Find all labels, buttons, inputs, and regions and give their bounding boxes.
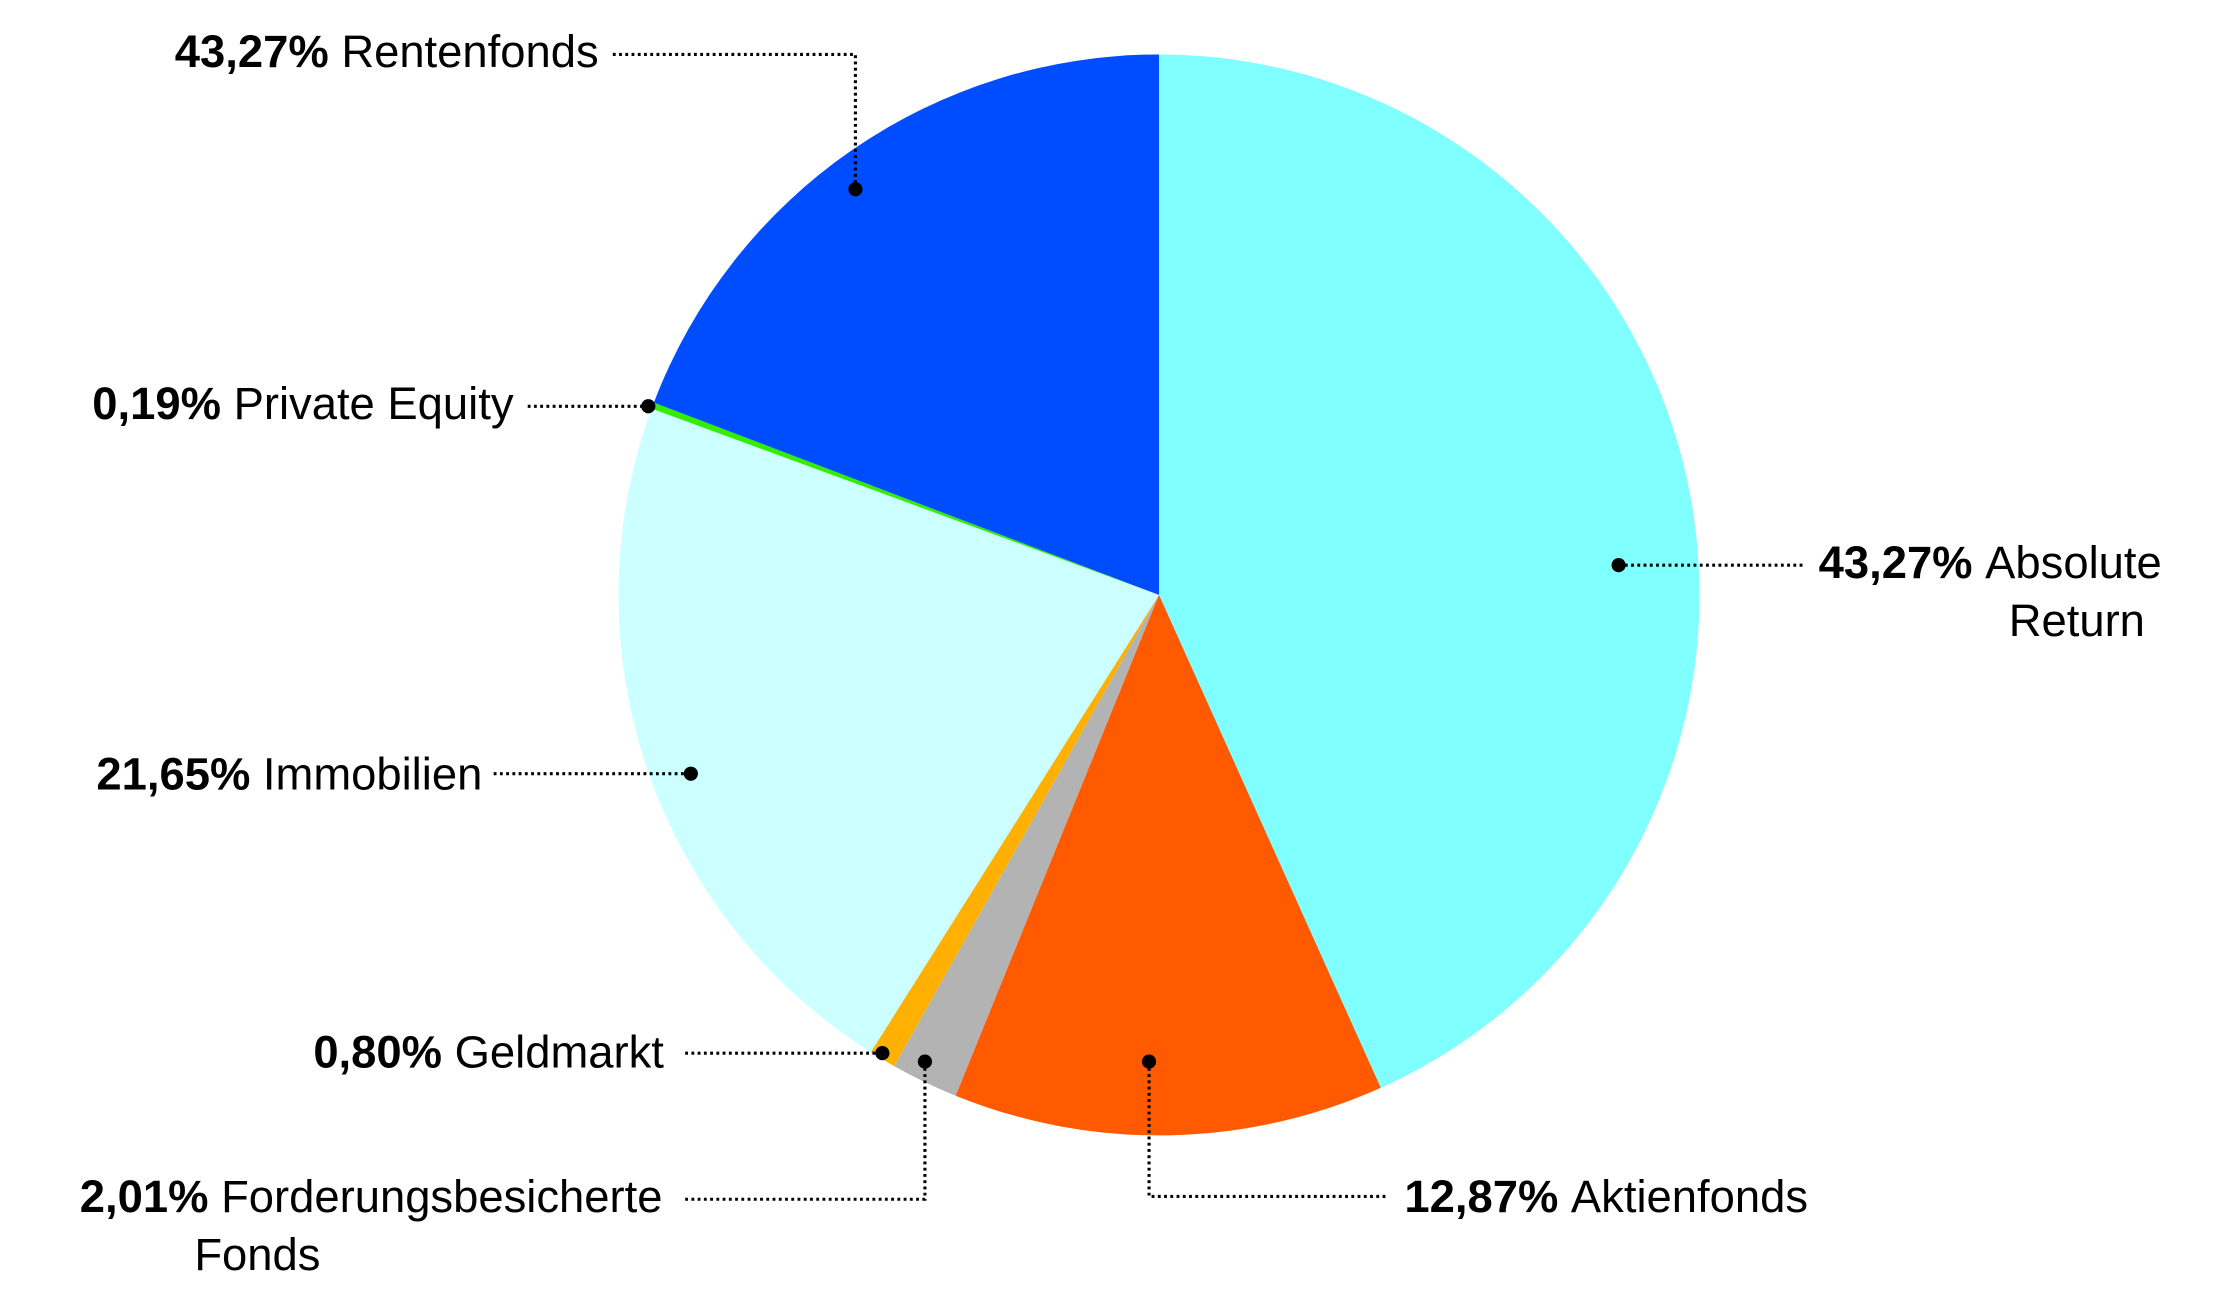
- slice-forderungsbesicherte-fonds: [894, 594, 1159, 1096]
- slice-private-equity: [651, 402, 1159, 595]
- label-geldmarkt: 0,80% Geldmarkt: [313, 1026, 664, 1077]
- dot-immobilien: [683, 766, 698, 781]
- slice-absolute-return: [1158, 54, 1700, 1088]
- dot-rentenfonds: [848, 182, 863, 197]
- dot-forderungsbesicherte: [917, 1054, 933, 1069]
- label-forderungsbesicherte: 2,01% Forderungsbesicherte: [80, 1171, 663, 1222]
- leader-rentenfonds: [612, 52, 857, 190]
- label-aktienfonds: 12,87% Aktienfonds: [1404, 1171, 1808, 1222]
- label-immobilien: 21,65% Immobilien: [96, 748, 482, 799]
- leader-lines: [493, 52, 1805, 1201]
- label-absolute-return-line2: Return: [2009, 595, 2145, 646]
- label-absolute-return: 43,27% Absolute: [1819, 537, 2162, 588]
- dot-private-equity: [641, 399, 656, 414]
- dot-aktienfonds: [1141, 1054, 1157, 1069]
- label-private-equity: 0,19% Private Equity: [92, 378, 514, 429]
- dot-geldmarkt: [875, 1046, 890, 1061]
- slice-rentenfonds: [653, 54, 1159, 595]
- slice-geldmarkt: [870, 594, 1159, 1067]
- leader-forderungsbesicherte: [685, 1061, 927, 1201]
- label-forderungsbesicherte-line2: Fonds: [194, 1229, 320, 1280]
- label-rentenfonds: 43,27% Rentenfonds: [175, 26, 599, 77]
- leader-aktienfonds: [1147, 1061, 1388, 1198]
- dot-absolute-return: [1611, 558, 1626, 573]
- slice-aktienfonds: [955, 594, 1381, 1136]
- slice-immobilien: [618, 408, 1159, 1053]
- pie-slices: [618, 54, 1700, 1136]
